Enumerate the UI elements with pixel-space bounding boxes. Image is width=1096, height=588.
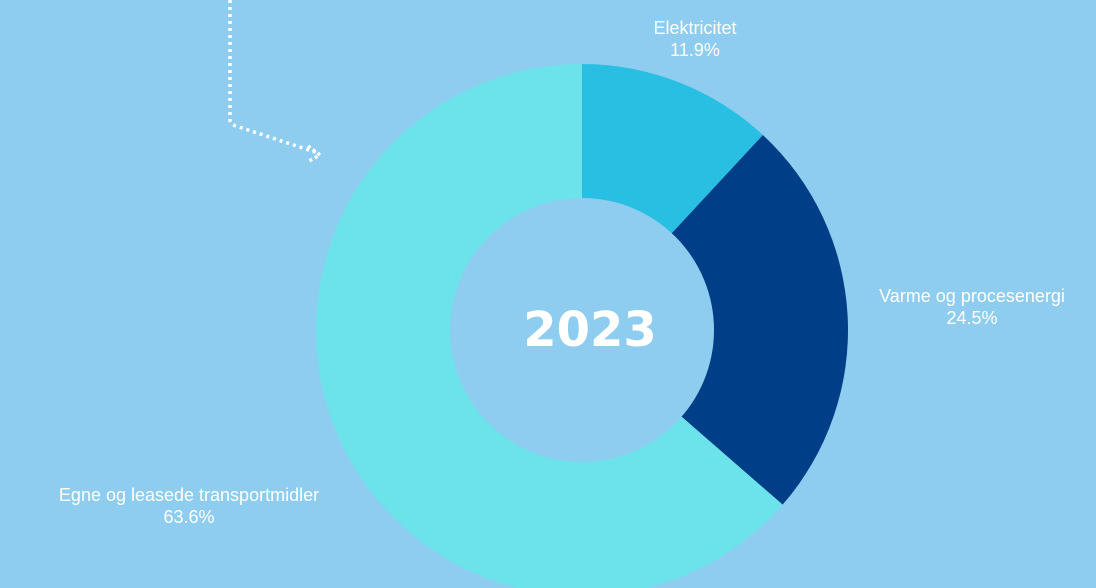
- center-year-label: 2023: [523, 302, 657, 358]
- slice-value-elektricitet: 11.9%: [670, 40, 720, 60]
- slice-value-varme: 24.5%: [946, 308, 998, 328]
- donut-slice-varme: [582, 134, 848, 505]
- slice-name-elektricitet: Elektricitet: [653, 18, 737, 38]
- dotted-arrow-head: [306, 144, 324, 163]
- dotted-arrow-line: [228, 0, 319, 155]
- donut-hole: [450, 198, 714, 462]
- slice-label-transport: Egne og leasede transportmidler 63.6%: [59, 484, 319, 528]
- slice-label-elektricitet: Elektricitet 11.9%: [653, 17, 736, 61]
- slice-name-transport: Egne og leasede transportmidler: [58, 485, 320, 505]
- slice-name-varme: Varme og procesenergi: [879, 286, 1065, 306]
- slice-value-transport: 63.6%: [163, 507, 215, 527]
- slice-label-varme: Varme og procesenergi 24.5%: [879, 285, 1065, 329]
